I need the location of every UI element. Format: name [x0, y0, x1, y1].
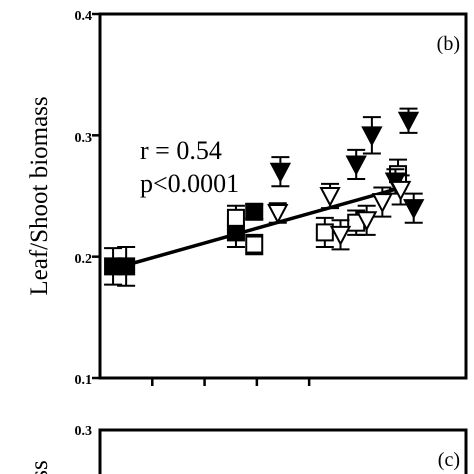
square-marker [226, 208, 245, 227]
data-point [267, 202, 289, 225]
triangle-marker [319, 187, 341, 208]
regression-layer [112, 184, 407, 271]
regression-line [112, 184, 407, 271]
square-marker [315, 223, 334, 242]
data-points-layer [104, 107, 425, 287]
triangle-marker [371, 193, 394, 214]
square-marker [117, 257, 136, 276]
y-tick-label-2: 0.3 [75, 131, 93, 146]
data-point [397, 107, 420, 134]
data-point [319, 182, 341, 210]
y-tick-label-0: 0.1 [75, 373, 93, 388]
plot-frame [98, 12, 468, 380]
triangle-marker [355, 211, 378, 232]
plot-frame-c [98, 428, 468, 474]
y-axis-title: Leaf/Shoot biomass [26, 96, 53, 295]
triangle-marker [345, 155, 367, 176]
triangle-marker [361, 126, 383, 147]
square-marker [245, 235, 264, 254]
panel-label-c: (c) [438, 449, 460, 471]
triangle-marker [389, 180, 412, 202]
data-point [355, 204, 378, 236]
panel-b: (b) 0.1 0.2 0.3 0.4 Leaf/Shoot biomass r… [26, 9, 468, 388]
data-point [329, 219, 352, 251]
data-point [345, 148, 367, 181]
data-point [245, 233, 264, 256]
data-point [403, 192, 425, 224]
data-point [371, 186, 394, 218]
ticks-layer [92, 12, 311, 386]
panel-label: (b) [437, 33, 460, 55]
data-point [104, 247, 123, 286]
annotation-p: p<0.0001 [140, 169, 239, 198]
annotation-r: r = 0.54 [140, 136, 222, 165]
data-point [315, 216, 334, 248]
triangle-marker [403, 199, 425, 220]
triangle-marker [329, 225, 352, 246]
triangle-marker [397, 111, 420, 132]
data-point [226, 204, 245, 231]
data-point [245, 202, 264, 221]
square-marker [245, 202, 264, 221]
panel-c: 0.3 (c) ss [26, 424, 468, 474]
data-point [117, 245, 136, 287]
y-tick-label-1: 0.2 [75, 252, 93, 267]
y-tick-label-c-0: 0.3 [75, 424, 93, 439]
data-point [269, 156, 292, 188]
y-axis-title-c: ss [26, 460, 53, 474]
triangle-marker [269, 162, 292, 183]
y-tick-label-3: 0.4 [75, 9, 93, 24]
data-point [389, 174, 412, 206]
triangle-marker [267, 203, 289, 225]
data-point [361, 116, 383, 155]
